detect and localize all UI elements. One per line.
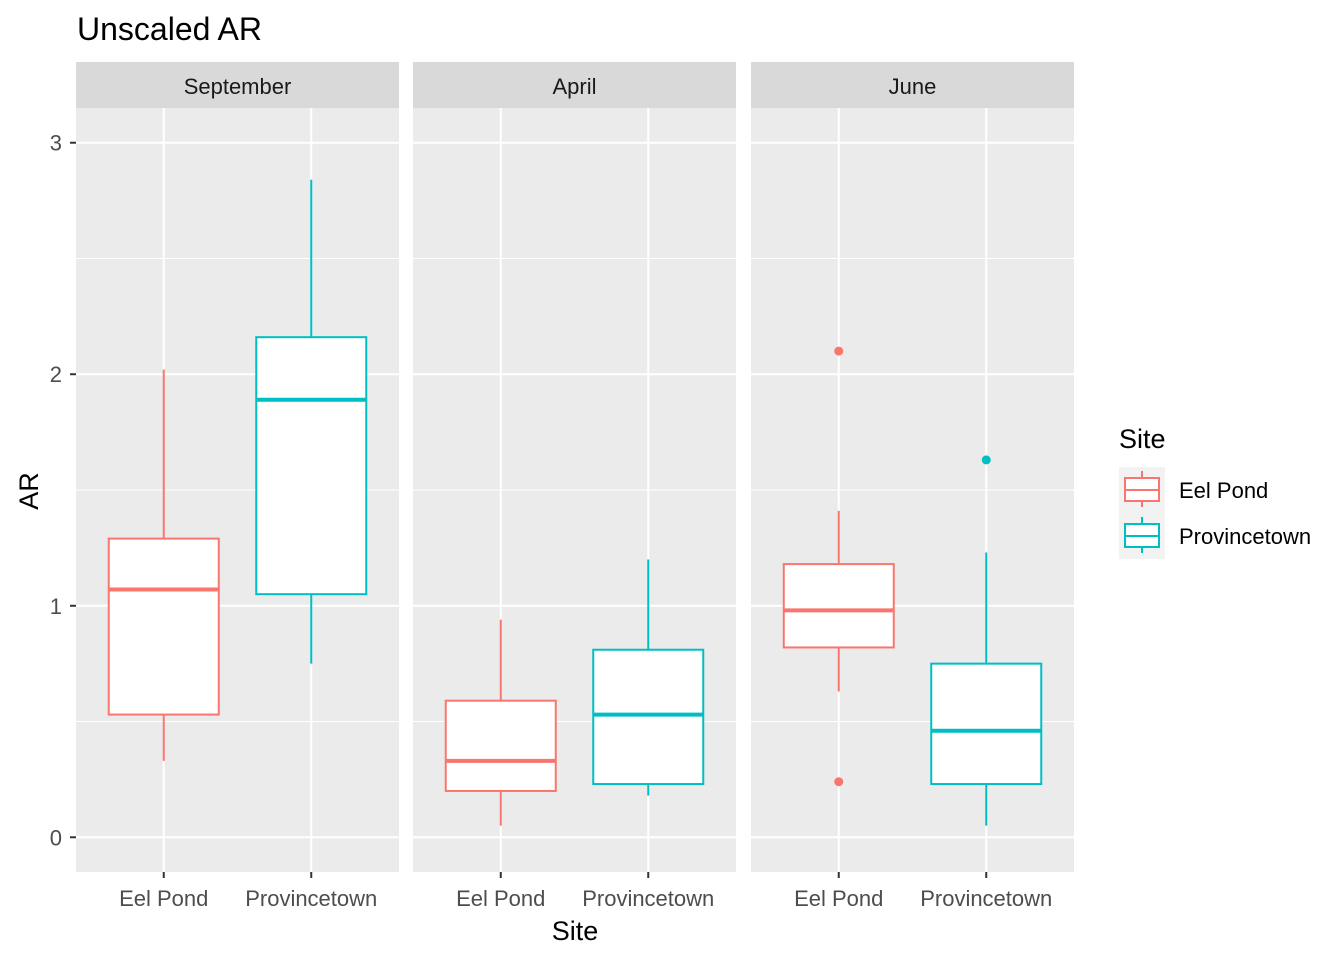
y-tick-label: 2 bbox=[50, 362, 62, 387]
boxplot-eel-pond bbox=[444, 619, 557, 826]
iqr-box bbox=[930, 662, 1043, 786]
legend-item: Provincetown bbox=[1119, 513, 1311, 559]
x-tick-label: Provincetown bbox=[582, 886, 714, 911]
boxplot-eel-pond bbox=[107, 369, 220, 761]
y-tick-label: 3 bbox=[50, 131, 62, 156]
outlier-point bbox=[834, 346, 844, 356]
y-tick-label: 0 bbox=[50, 825, 62, 850]
legend-label: Provincetown bbox=[1179, 524, 1311, 549]
iqr-box bbox=[444, 699, 557, 792]
chart-title: Unscaled AR bbox=[77, 11, 262, 47]
boxplot-provincetown bbox=[930, 455, 1043, 826]
outlier-point bbox=[834, 777, 844, 787]
y-axis-title: AR bbox=[14, 472, 44, 510]
facet-strip-label: September bbox=[184, 74, 292, 99]
y-axis: 0 1 2 3 bbox=[50, 131, 76, 850]
outlier-point bbox=[981, 455, 991, 465]
facet-panel: June Eel Pond Provincetown bbox=[751, 62, 1074, 911]
facet-strip-label: April bbox=[552, 74, 596, 99]
x-axis-title: Site bbox=[552, 916, 599, 946]
iqr-box bbox=[782, 563, 895, 649]
legend: Site Eel Pond Provincetown bbox=[1119, 424, 1311, 559]
x-tick-label: Eel Pond bbox=[456, 886, 545, 911]
facet-panels: September Eel Pond Provincetown April Eel Po… bbox=[76, 62, 1074, 911]
x-tick-label: Provincetown bbox=[920, 886, 1052, 911]
x-tick-label: Eel Pond bbox=[794, 886, 883, 911]
x-tick-label: Provincetown bbox=[245, 886, 377, 911]
y-tick-label: 1 bbox=[50, 594, 62, 619]
facet-strip bbox=[413, 62, 736, 108]
boxplot-provincetown bbox=[592, 559, 705, 796]
legend-item: Eel Pond bbox=[1119, 467, 1268, 513]
legend-label: Eel Pond bbox=[1179, 478, 1268, 503]
boxplot-provincetown bbox=[255, 179, 368, 664]
facet-panel: September Eel Pond Provincetown bbox=[76, 62, 399, 911]
facet-strip bbox=[751, 62, 1074, 108]
legend-title: Site bbox=[1119, 424, 1166, 454]
iqr-box bbox=[255, 336, 368, 596]
facet-strip bbox=[76, 62, 399, 108]
boxplot-eel-pond bbox=[782, 346, 895, 787]
facet-strip-label: June bbox=[889, 74, 937, 99]
x-tick-label: Eel Pond bbox=[119, 886, 208, 911]
iqr-box bbox=[592, 648, 705, 786]
facet-panel: April Eel Pond Provincetown bbox=[413, 62, 736, 911]
iqr-box bbox=[107, 537, 220, 716]
